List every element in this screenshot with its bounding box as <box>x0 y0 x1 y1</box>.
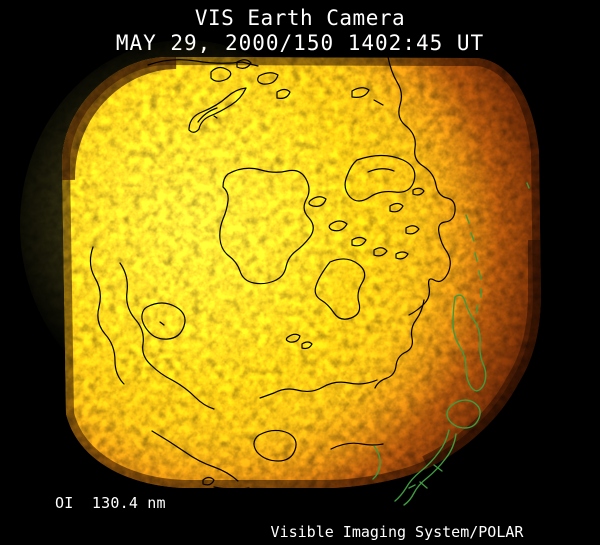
hokkaido-coastline <box>446 399 481 429</box>
honshu-coastline <box>394 429 450 502</box>
kuril-islands-coastline <box>465 214 470 224</box>
image-title: VIS Earth Camera <box>194 6 406 30</box>
coastlines-nightside <box>372 182 530 506</box>
aleutian-coastline <box>330 442 384 450</box>
alaska-coastline <box>89 246 125 385</box>
earth-dayglow-disk <box>20 40 541 488</box>
coastlines-dayside <box>89 56 456 495</box>
wavelength-label: OI 130.4 nm <box>55 494 166 512</box>
siberia-kamchatka-coastline <box>387 56 456 316</box>
credit-line-1: Visible Imaging System/POLAR <box>270 523 524 541</box>
sakhalin-coastline <box>452 294 487 392</box>
credits-block: Visible Imaging System/POLAR The Univers… <box>253 494 542 545</box>
upper-left-limb-shadow <box>61 57 177 181</box>
